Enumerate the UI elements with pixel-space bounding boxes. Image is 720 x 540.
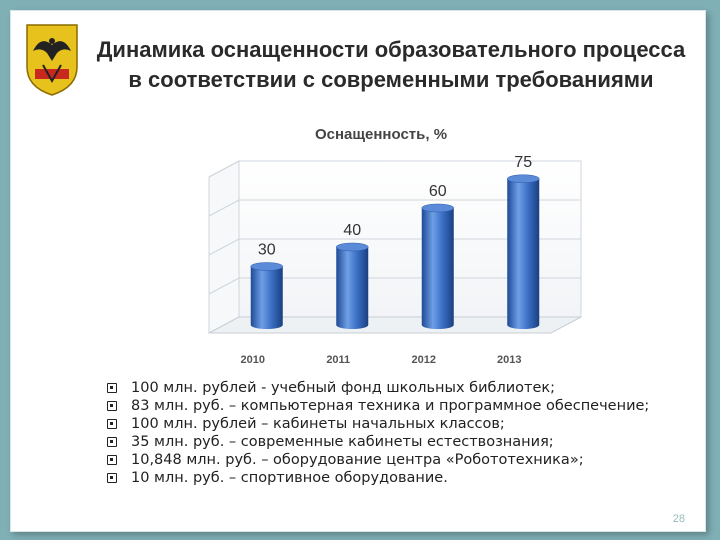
chart-title: Оснащенность, % (315, 126, 447, 143)
bar-top (250, 262, 283, 271)
funding-item: 83 млн. руб. – компьютерная техника и пр… (107, 397, 697, 415)
funding-list: 100 млн. рублей - учебный фонд школьных … (107, 379, 697, 487)
checkbox-bullet-icon (107, 455, 117, 465)
chart-bar (507, 174, 540, 329)
data-label: 60 (429, 183, 447, 200)
title-line-2: в соответствии с современными требования… (128, 67, 654, 92)
bar-top (421, 203, 454, 213)
x-tick-label: 2012 (412, 354, 436, 366)
chart-x-axis: 2010 2011 2012 2013 (241, 354, 522, 366)
bar-body (421, 208, 454, 329)
bar-top (507, 174, 540, 183)
bar-body (507, 178, 540, 329)
chart-bar (336, 242, 369, 329)
chart-gridline (208, 238, 581, 256)
funding-item: 10,848 млн. руб. – оборудование центра «… (107, 451, 697, 469)
bar-body (336, 247, 369, 329)
checkbox-bullet-icon (107, 473, 117, 483)
coat-of-arms-icon (26, 24, 78, 96)
funding-item-text: 35 млн. руб. – современные кабинеты есте… (131, 434, 554, 450)
chart-grid (208, 160, 582, 334)
page-number: 28 (672, 513, 685, 525)
checkbox-bullet-icon (107, 419, 117, 429)
slide-title: Динамика оснащенности образовательного п… (81, 35, 701, 95)
slide: Динамика оснащенности образовательного п… (10, 10, 706, 532)
x-tick-label: 2013 (497, 354, 521, 366)
chart-gridline (208, 199, 581, 217)
funding-item: 100 млн. рублей – кабинеты начальных кла… (107, 415, 697, 433)
funding-item: 10 млн. руб. – спортивное оборудование. (107, 469, 697, 487)
checkbox-bullet-icon (107, 383, 117, 393)
chart-bars: 30 40 60 75 (250, 154, 540, 329)
bar-top (336, 242, 369, 252)
data-label: 40 (343, 222, 361, 239)
bar-body (250, 266, 283, 329)
funding-item-text: 100 млн. рублей - учебный фонд школьных … (131, 380, 556, 396)
x-tick-label: 2010 (241, 354, 265, 366)
chart-bar (250, 262, 283, 329)
chart-floor (208, 316, 582, 334)
funding-item: 35 млн. руб. – современные кабинеты есте… (107, 433, 697, 451)
chart-gridline (208, 160, 581, 178)
funding-item-text: 100 млн. рублей – кабинеты начальных кла… (131, 416, 505, 432)
funding-item: 100 млн. рублей - учебный фонд школьных … (107, 379, 697, 397)
funding-item-text: 10,848 млн. руб. – оборудование центра «… (131, 452, 584, 468)
title-line-1: Динамика оснащенности образовательного п… (96, 37, 686, 62)
funding-item-text: 83 млн. руб. – компьютерная техника и пр… (131, 398, 650, 414)
funding-item-text: 10 млн. руб. – спортивное оборудование. (131, 470, 448, 486)
data-label: 30 (258, 242, 276, 259)
checkbox-bullet-icon (107, 437, 117, 447)
checkbox-bullet-icon (107, 401, 117, 411)
data-label: 75 (514, 154, 532, 171)
x-tick-label: 2011 (326, 354, 350, 366)
chart-gridline (208, 277, 581, 295)
chart-bar (421, 203, 454, 329)
